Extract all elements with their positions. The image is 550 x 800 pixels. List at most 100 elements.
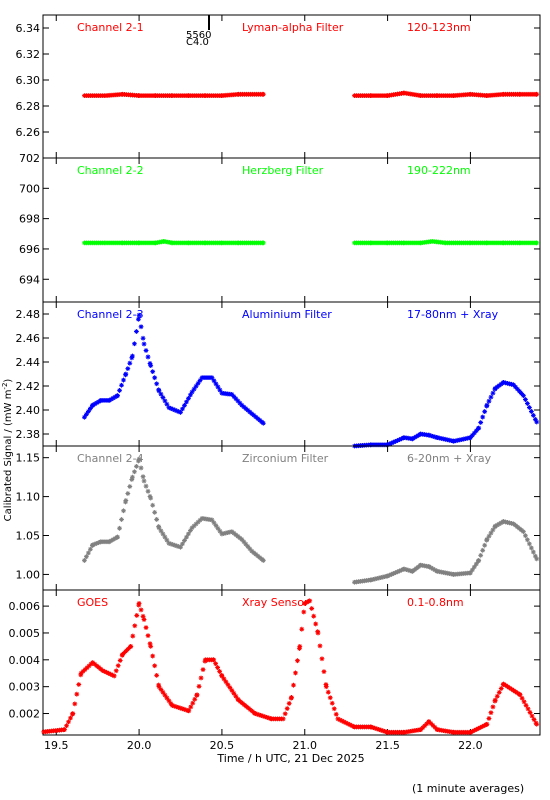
data-point [233,532,239,538]
data-point [152,663,158,669]
data-point [331,706,337,712]
series-filter: Herzberg Filter [242,164,324,177]
y-tick-label: 2.46 [16,332,41,345]
data-point [231,394,237,399]
data-point [121,377,126,383]
data-point [347,722,353,728]
data-point [399,567,404,573]
data-point [387,441,392,447]
data-point [108,538,114,544]
data-point [128,643,134,649]
data-point [260,558,266,563]
y-tick-label: 1.05 [16,530,41,543]
data-point [515,524,520,530]
y-tick-label: 702 [19,152,40,165]
data-point [385,442,390,448]
data-point [237,535,243,541]
data-point [188,528,193,533]
data-point [531,717,537,722]
event-marker-label-2: C4.0 [186,37,209,48]
event-marker: 5560 C4.0 [186,15,211,48]
data-point [111,673,117,679]
data-point [370,725,376,730]
data-point [148,363,154,368]
data-point [76,682,82,687]
data-point [323,684,329,690]
data-point [519,391,524,396]
data-point [498,686,504,691]
data-point [251,412,257,418]
data-point [121,508,126,514]
data-point [148,495,154,501]
event-marker-label-1: 5560 [186,30,211,41]
data-point [304,599,310,605]
data-point [94,540,100,546]
data-point [245,407,251,413]
data-point [106,670,112,676]
data-point [513,522,518,528]
data-point [237,400,243,406]
data-point [102,669,108,674]
data-point [397,568,402,574]
y-axis-label-sup: -2 [1,383,9,390]
data-point [178,544,183,550]
data-point [162,692,168,698]
data-point [248,707,253,713]
data-point [480,414,486,420]
data-point [215,665,221,670]
data-point [432,724,438,730]
data-point [211,378,217,384]
series-5-points [41,598,540,735]
data-point [301,609,307,615]
data-point [160,689,166,695]
data-point [143,625,149,630]
data-point [410,436,415,442]
y-tick-label: 2.48 [16,308,41,321]
series-filter: Lyman-alpha Filter [242,21,344,34]
data-point [180,406,185,412]
data-point [289,695,294,700]
y-tick-label: 0.003 [9,681,41,694]
data-point [255,416,261,421]
series-filter: Xray Sensor [242,596,309,609]
data-point [181,706,187,712]
data-point [521,529,526,535]
data-point [496,689,502,695]
series-band: 190-222nm [407,164,471,177]
data-point [405,567,411,573]
y-tick-label: 696 [19,243,40,256]
data-point [162,534,168,540]
data-point [87,406,93,411]
data-point [498,381,504,387]
data-point [168,406,174,411]
data-point [217,528,223,534]
data-point [498,520,504,526]
data-point [410,568,415,574]
data-point [240,700,245,706]
footnote: (1 minute averages) [412,782,524,795]
data-point [235,398,241,404]
data-point [141,478,147,484]
data-point [189,525,195,531]
data-point [256,712,262,718]
data-point [82,667,88,672]
data-point [100,668,106,673]
data-point [183,707,189,713]
data-point [526,541,532,547]
data-point [136,316,141,322]
data-point [106,539,112,545]
data-point [117,658,123,663]
data-point [432,434,438,440]
data-point [247,546,253,552]
data-point [194,692,200,698]
panel-frame [42,589,541,736]
data-point [170,542,176,548]
panel-1: 6.26 6.28 6.30 6.32 6.34 Channel 2-1 Lyman-alp… [16,14,541,159]
data-point [112,394,118,400]
data-point [486,716,492,721]
data-point [92,661,98,667]
data-point [484,721,490,727]
data-point [104,669,110,675]
data-point [143,348,149,353]
data-point [84,411,89,417]
